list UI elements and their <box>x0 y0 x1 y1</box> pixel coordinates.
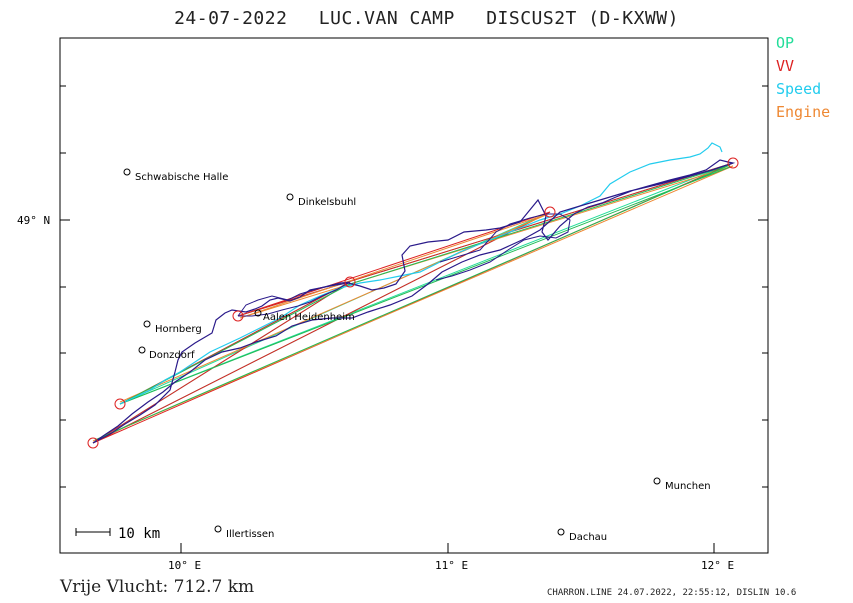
place-label-munchen: Munchen <box>665 481 711 492</box>
legend-vv: VV <box>776 57 795 75</box>
turnpoint-1 <box>87 437 99 449</box>
place-marker-dachau <box>557 528 565 536</box>
turnpoint-2 <box>114 398 126 410</box>
place-label-dinkelsbuhl: Dinkelsbuhl <box>298 197 356 208</box>
distance-summary: Vrije Vlucht: 712.7 km <box>60 577 255 597</box>
legend-op: OP <box>776 34 795 52</box>
credit-line: CHARRON.LINE 24.07.2022, 22:55:12, DISLI… <box>547 588 797 598</box>
place-label-donzdorf: Donzdorf <box>149 350 195 361</box>
place-label-schwabische-halle: Schwabische Halle <box>135 172 228 183</box>
place-label-dachau: Dachau <box>569 532 607 543</box>
turnpoint-4 <box>344 276 356 288</box>
place-marker-donzdorf <box>138 346 146 354</box>
scale-label: 10 km <box>118 526 160 542</box>
place-marker-hornberg <box>143 320 151 328</box>
turnpoint-6 <box>727 157 739 169</box>
legend-engine: Engine <box>776 103 831 121</box>
place-marker-aalen <box>254 309 262 317</box>
op-leg-2 <box>94 164 731 441</box>
pilot-name: LUC.VAN CAMP <box>318 8 455 29</box>
x-tick-label-10e: 10° E <box>168 559 201 572</box>
place-marker-schwabische-halle <box>123 168 131 176</box>
x-tick-label-12e: 12° E <box>701 559 734 572</box>
place-label-illertissen: Illertissen <box>226 529 274 540</box>
flight-track <box>92 159 736 444</box>
task-legs <box>92 162 734 444</box>
legend-speed: Speed <box>776 80 822 98</box>
engine-leg <box>92 165 734 442</box>
x-tick-label-11e: 11° E <box>435 559 468 572</box>
y-tick-label-49n: 49° N <box>17 214 50 227</box>
x-ticks <box>180 543 715 553</box>
place-markers <box>123 168 661 536</box>
flight-date: 24-07-2022 <box>174 8 288 29</box>
flight-track-loop <box>237 281 351 317</box>
place-label-aalen: Aalen Heidenheim <box>263 312 355 323</box>
place-marker-munchen <box>653 477 661 485</box>
place-marker-dinkelsbuhl <box>286 193 294 201</box>
turnpoint-3 <box>232 310 244 322</box>
turnpoints <box>87 157 739 449</box>
scale-bar <box>75 528 111 536</box>
flight-title: 24-07-2022 LUC.VAN CAMP DISCUS2T (D-KXWW… <box>0 8 853 29</box>
y-ticks <box>60 85 768 488</box>
place-label-hornberg: Hornberg <box>155 324 202 335</box>
turnpoint-5 <box>544 206 556 218</box>
place-marker-illertissen <box>214 525 222 533</box>
flight-track-east <box>435 213 571 281</box>
glider-name: DISCUS2T (D-KXWW) <box>486 8 679 29</box>
map-frame <box>59 37 769 554</box>
